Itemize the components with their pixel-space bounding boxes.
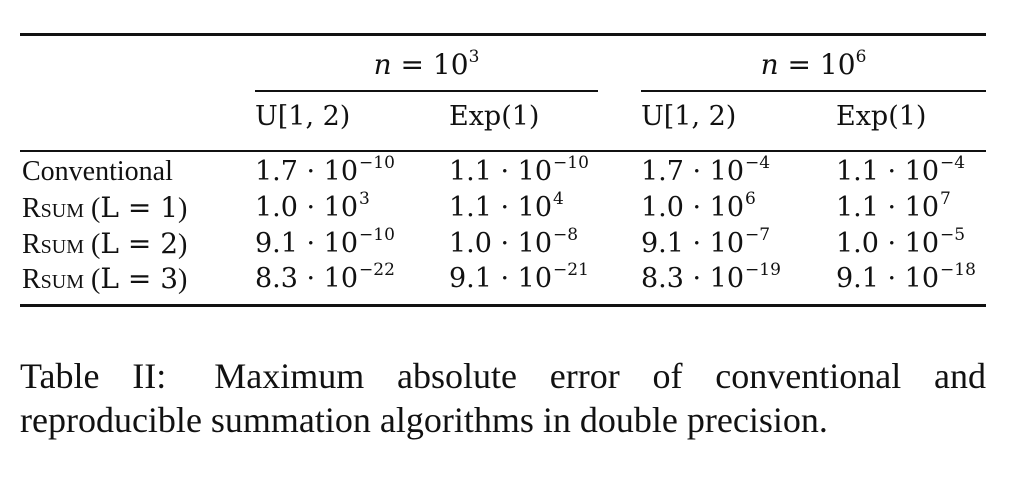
row-label-param: L = 1: [100, 191, 179, 224]
group-exp: 3: [468, 47, 480, 67]
table-cell: 8.3 · 10−19: [641, 260, 781, 294]
group-var: n: [373, 48, 392, 81]
table-cell: 1.1 · 104: [449, 189, 564, 223]
row-label-text: Conventional: [22, 156, 173, 187]
group-op: =: [391, 48, 433, 81]
subheader-uniform-1e6: U[1, 2): [641, 101, 737, 132]
table-cell: 1.0 · 106: [641, 189, 756, 223]
row-label-conventional: Conventional: [22, 158, 173, 186]
group-base: 10: [432, 48, 469, 81]
row-label-param: L = 3: [100, 262, 179, 295]
row-label-text: Rsum: [22, 229, 85, 260]
table-cell: 1.0 · 103: [255, 189, 370, 223]
table-cell: 9.1 · 10−7: [641, 225, 771, 259]
group-rule-n1e3: [255, 90, 598, 92]
table-cell: 1.7 · 10−4: [641, 153, 771, 187]
group-header-n1e3: n = 103: [255, 48, 598, 81]
table-cell: 9.1 · 10−18: [836, 260, 976, 294]
caption-text: Maximum absolute error of conventional a…: [20, 356, 986, 440]
table-cell: 1.7 · 10−10: [255, 153, 395, 187]
table-cell: 1.1 · 107: [836, 189, 951, 223]
row-label-param: L = 2: [100, 227, 179, 260]
table-cell: 1.1 · 10−4: [836, 153, 966, 187]
table-cell: 9.1 · 10−21: [449, 260, 589, 294]
table-cell: 1.1 · 10−10: [449, 153, 589, 187]
row-label-rsum-l2: Rsum (L = 2): [22, 227, 188, 260]
row-label-text: Rsum: [22, 264, 85, 295]
table-cell: 1.0 · 10−5: [836, 225, 966, 259]
table-bottom-rule: [20, 304, 986, 307]
group-header-n1e6: n = 106: [641, 48, 986, 81]
table-cell: 1.0 · 10−8: [449, 225, 579, 259]
row-label-rsum-l3: Rsum (L = 3): [22, 262, 188, 295]
group-base: 10: [819, 48, 856, 81]
group-rule-n1e6: [641, 90, 986, 92]
table-top-rule: [20, 33, 986, 36]
caption-label: Table II:: [20, 356, 167, 396]
table-cell: 8.3 · 10−22: [255, 260, 395, 294]
subheader-uniform-1e3: U[1, 2): [255, 101, 351, 132]
row-label-rsum-l1: Rsum (L = 1): [22, 191, 188, 224]
row-label-text: Rsum: [22, 193, 85, 224]
subheader-exp-1e6: Exp(1): [836, 101, 927, 132]
group-exp: 6: [855, 47, 867, 67]
table-caption: Table II: Maximum absolute error of conve…: [20, 354, 986, 442]
table-cell: 9.1 · 10−10: [255, 225, 395, 259]
group-var: n: [760, 48, 779, 81]
table-header-rule: [20, 150, 986, 152]
group-op: =: [778, 48, 820, 81]
subheader-exp-1e3: Exp(1): [449, 101, 540, 132]
